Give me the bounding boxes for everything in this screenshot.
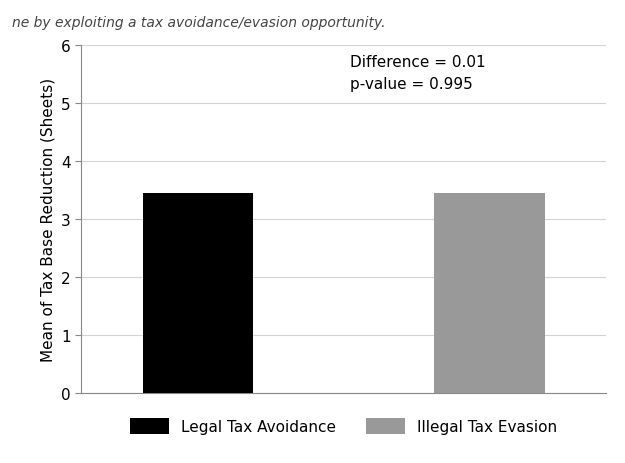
Text: Difference = 0.01
p-value = 0.995: Difference = 0.01 p-value = 0.995	[349, 55, 485, 92]
Bar	[142, 194, 253, 394]
Bar	[434, 194, 545, 394]
Legend: Legal Tax Avoidance, Illegal Tax Evasion: Legal Tax Avoidance, Illegal Tax Evasion	[131, 419, 557, 435]
Y-axis label: Mean of Tax Base Reduction (Sheets): Mean of Tax Base Reduction (Sheets)	[41, 78, 56, 362]
Text: ne by exploiting a tax avoidance/evasion opportunity.: ne by exploiting a tax avoidance/evasion…	[12, 16, 386, 30]
